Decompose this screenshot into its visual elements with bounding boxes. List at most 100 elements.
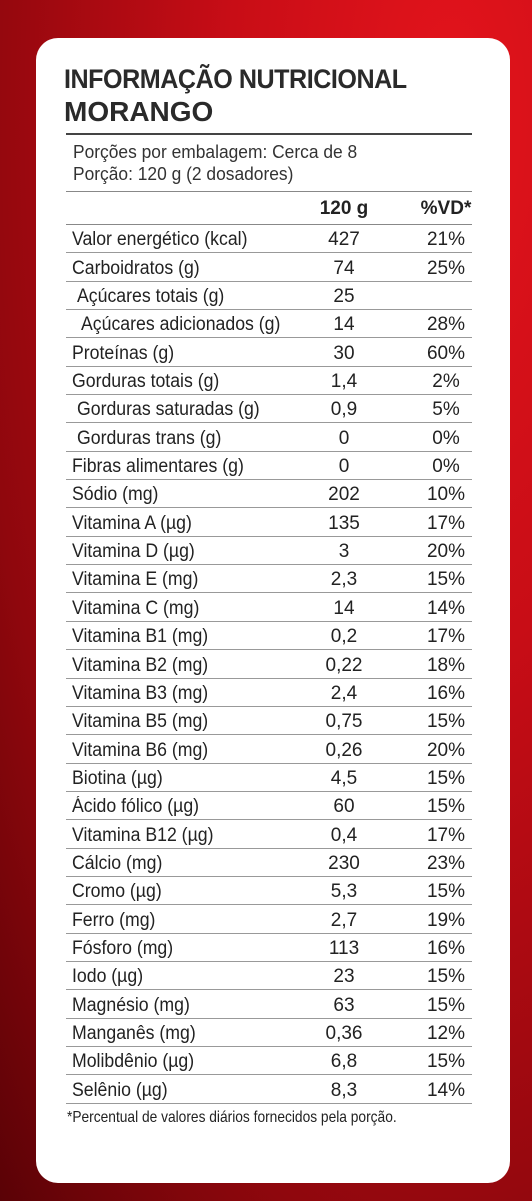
nutrient-amount: 60 — [333, 796, 355, 818]
nutrient-name: Gorduras saturadas (g) — [77, 399, 260, 421]
nutrient-dv: 10% — [426, 484, 466, 506]
nutrient-name: Manganês (mg) — [72, 1022, 196, 1044]
nutrient-name: Vitamina D (µg) — [72, 541, 195, 563]
nutrient-amount: 6,8 — [330, 1051, 358, 1073]
nutrient-row: Magnésio (mg) 63 15% — [66, 990, 472, 1019]
nutrient-row: Ferro (mg) 2,7 19% — [66, 905, 472, 934]
nutrient-name: Biotina (µg) — [72, 767, 163, 789]
nutrient-row: Cromo (µg) 5,3 15% — [66, 877, 472, 906]
nutrient-name: Vitamina E (mg) — [72, 569, 199, 591]
nutrient-row: Iodo (µg) 23 15% — [66, 962, 472, 991]
nutrient-amount: 0 — [338, 456, 350, 478]
nutrient-amount: 427 — [328, 229, 360, 251]
nutrient-name: Magnésio (mg) — [72, 994, 190, 1016]
table-header: 120 g %VD* — [66, 191, 472, 225]
nutrient-name: Cromo (µg) — [72, 881, 162, 903]
nutrient-row: Valor energético (kcal) 427 21% — [66, 225, 472, 254]
nutrient-name: Vitamina B5 (mg) — [72, 711, 209, 733]
nutrient-amount: 230 — [328, 852, 360, 874]
nutrient-dv: 14% — [426, 597, 466, 619]
nutrient-row: Ácido fólico (µg) 60 15% — [66, 792, 472, 821]
nutrient-row: Gorduras saturadas (g) 0,9 5% — [66, 395, 472, 424]
nutrient-amount: 135 — [328, 512, 360, 534]
nutrient-row: Manganês (mg) 0,36 12% — [66, 1019, 472, 1047]
nutrient-name: Fósforo (mg) — [72, 937, 174, 959]
nutrient-amount: 23 — [333, 966, 355, 988]
nutrient-amount: 0,36 — [325, 1022, 363, 1044]
nutrient-amount: 63 — [333, 994, 355, 1016]
footnote: *Percentual de valores diários fornecido… — [67, 1108, 397, 1126]
nutrient-row: Vitamina A (µg) 135 17% — [66, 508, 472, 537]
nutrient-amount: 5,3 — [330, 881, 358, 903]
nutrient-amount: 0,22 — [325, 654, 363, 676]
nutrient-row: Fósforo (mg) 113 16% — [66, 934, 472, 962]
nutrient-name: Ferro (mg) — [72, 909, 156, 931]
nutrient-amount: 2,7 — [330, 909, 358, 931]
nutrient-name: Vitamina B2 (mg) — [72, 654, 209, 676]
nutrient-row: Proteínas (g) 30 60% — [66, 338, 472, 367]
nutrient-amount: 0,75 — [325, 711, 363, 733]
nutrient-name: Vitamina A (µg) — [72, 512, 192, 534]
nutrient-name: Iodo (µg) — [72, 966, 144, 988]
nutrient-amount: 8,3 — [330, 1079, 358, 1101]
nutrient-row: Biotina (µg) 4,5 15% — [66, 764, 472, 792]
nutrient-amount: 25 — [333, 286, 355, 308]
nutrient-name: Vitamina C (mg) — [72, 597, 200, 619]
nutrient-row: Vitamina B2 (mg) 0,22 18% — [66, 650, 472, 679]
nutrient-name: Ácido fólico (µg) — [72, 796, 200, 818]
nutrient-amount: 113 — [328, 937, 360, 959]
flavor-title: MORANGO — [64, 96, 214, 127]
nutrient-row: Vitamina B6 (mg) 0,26 20% — [66, 735, 472, 764]
nutrient-dv: 20% — [426, 739, 466, 761]
nutrient-dv: 18% — [426, 654, 466, 676]
nutrient-name: Açúcares adicionados (g) — [81, 314, 281, 336]
nutrient-amount: 74 — [333, 257, 355, 279]
portion-size: Porção: 120 g (2 dosadores) — [73, 163, 294, 184]
nutrient-row: Carboidratos (g) 74 25% — [66, 253, 472, 282]
nutrient-dv: 15% — [426, 569, 466, 591]
nutrient-row: Gorduras trans (g) 0 0% — [66, 423, 472, 452]
nutrient-amount: 1,4 — [330, 371, 358, 393]
nutrient-dv: 15% — [426, 881, 466, 903]
nutrient-dv: 17% — [426, 512, 466, 534]
label-title: INFORMAÇÃO NUTRICIONAL — [64, 64, 407, 94]
nutrient-row: Vitamina E (mg) 2,3 15% — [66, 565, 472, 594]
nutrient-row: Açúcares adicionados (g) 14 28% — [66, 310, 472, 339]
nutrient-row: Vitamina B12 (µg) 0,4 17% — [66, 820, 472, 849]
nutrient-dv: 25% — [426, 257, 466, 279]
nutrient-name: Proteínas (g) — [72, 342, 175, 364]
nutrient-row: Vitamina C (mg) 14 14% — [66, 593, 472, 622]
nutrient-amount: 0,4 — [330, 824, 358, 846]
nutrient-name: Açúcares totais (g) — [77, 286, 225, 308]
nutrient-dv: 23% — [426, 852, 466, 874]
nutrient-row: Sódio (mg) 202 10% — [66, 480, 472, 509]
nutrient-dv: 15% — [426, 994, 466, 1016]
nutrient-amount: 0 — [338, 427, 350, 449]
nutrient-amount: 14 — [333, 597, 355, 619]
nutrient-name: Vitamina B1 (mg) — [72, 626, 209, 648]
nutrient-name: Selênio (µg) — [72, 1079, 168, 1101]
nutrient-row: Fibras alimentares (g) 0 0% — [66, 452, 472, 481]
nutrient-dv: 15% — [426, 711, 466, 733]
nutrient-table: Valor energético (kcal) 427 21% Carboidrato… — [66, 225, 472, 1104]
nutrient-amount: 0,26 — [325, 739, 363, 761]
nutrient-amount: 14 — [333, 314, 355, 336]
nutrient-amount: 0,9 — [330, 399, 358, 421]
nutrient-name: Vitamina B6 (mg) — [72, 739, 209, 761]
nutrient-dv: 14% — [426, 1079, 466, 1101]
nutrient-dv: 15% — [426, 796, 466, 818]
nutrient-name: Carboidratos (g) — [72, 257, 200, 279]
nutrient-dv: 15% — [426, 767, 466, 789]
nutrient-dv: 17% — [426, 626, 466, 648]
nutrient-amount: 30 — [333, 342, 355, 364]
nutrient-name: Molibdênio (µg) — [72, 1051, 195, 1073]
nutrient-name: Sódio (mg) — [72, 484, 159, 506]
portions-per-package: Porções por embalagem: Cerca de 8 — [73, 141, 358, 162]
nutrient-amount: 202 — [328, 484, 360, 506]
nutrient-dv: 15% — [426, 1051, 466, 1073]
nutrient-row: Vitamina B5 (mg) 0,75 15% — [66, 707, 472, 736]
nutrient-row: Vitamina D (µg) 3 20% — [66, 537, 472, 566]
dv-column-header: %VD* — [420, 198, 472, 219]
nutrient-name: Gorduras trans (g) — [77, 427, 222, 449]
nutrient-name: Vitamina B3 (mg) — [72, 682, 209, 704]
